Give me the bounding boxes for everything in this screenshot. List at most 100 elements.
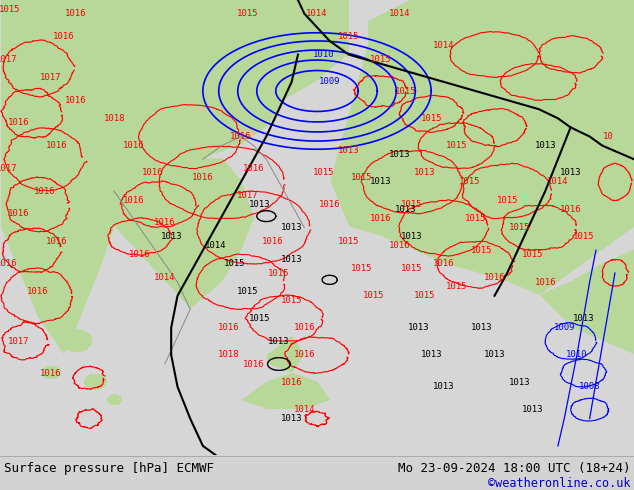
Text: 1015: 1015 bbox=[395, 87, 417, 96]
Text: 1017: 1017 bbox=[40, 73, 61, 82]
Text: 1015: 1015 bbox=[446, 282, 467, 291]
Text: 1017: 1017 bbox=[236, 191, 258, 200]
Text: 1016: 1016 bbox=[560, 205, 581, 214]
Text: 1017: 1017 bbox=[0, 55, 17, 64]
Text: 1013: 1013 bbox=[160, 232, 182, 241]
Text: 1013: 1013 bbox=[471, 323, 493, 332]
Text: 1008: 1008 bbox=[579, 382, 600, 391]
Text: 1017: 1017 bbox=[0, 164, 17, 173]
Text: 1016: 1016 bbox=[8, 209, 30, 219]
Text: 1014: 1014 bbox=[306, 9, 328, 18]
Text: 1009: 1009 bbox=[553, 323, 575, 332]
Text: 1013: 1013 bbox=[268, 337, 290, 346]
Text: 1013: 1013 bbox=[573, 314, 594, 323]
Text: 1013: 1013 bbox=[408, 323, 429, 332]
Text: 1016: 1016 bbox=[230, 132, 252, 141]
Text: 1016: 1016 bbox=[122, 196, 144, 205]
Text: 1013: 1013 bbox=[281, 414, 302, 423]
Text: 1013: 1013 bbox=[281, 223, 302, 232]
Text: 1015: 1015 bbox=[522, 250, 543, 259]
Text: 1016: 1016 bbox=[65, 9, 87, 18]
Text: 1013: 1013 bbox=[338, 146, 359, 155]
Text: 1016: 1016 bbox=[122, 141, 144, 150]
Text: 1014: 1014 bbox=[154, 273, 176, 282]
Text: 1013: 1013 bbox=[484, 350, 505, 359]
Text: 1015: 1015 bbox=[401, 264, 423, 273]
Text: 1015: 1015 bbox=[236, 9, 258, 18]
Text: 1013: 1013 bbox=[370, 177, 391, 187]
Text: 1015: 1015 bbox=[496, 196, 518, 205]
Text: 1015: 1015 bbox=[370, 55, 391, 64]
Text: 1009: 1009 bbox=[319, 77, 340, 86]
Text: 1015: 1015 bbox=[401, 200, 423, 209]
Text: 1013: 1013 bbox=[560, 169, 581, 177]
Text: 1015: 1015 bbox=[281, 296, 302, 305]
Text: 1016: 1016 bbox=[534, 278, 556, 287]
Text: 1015: 1015 bbox=[446, 141, 467, 150]
Text: 1016: 1016 bbox=[192, 173, 214, 182]
Text: 1015: 1015 bbox=[236, 287, 258, 295]
Text: 1016: 1016 bbox=[0, 259, 17, 269]
Text: 1016: 1016 bbox=[46, 141, 68, 150]
Text: 1015: 1015 bbox=[338, 32, 359, 41]
Text: Surface pressure [hPa] ECMWF: Surface pressure [hPa] ECMWF bbox=[4, 462, 214, 475]
Text: 1015: 1015 bbox=[351, 173, 372, 182]
Text: 1016: 1016 bbox=[46, 237, 68, 245]
Text: 1015: 1015 bbox=[224, 259, 245, 269]
Text: 1015: 1015 bbox=[351, 264, 372, 273]
Text: 1016: 1016 bbox=[154, 219, 176, 227]
Text: 1013: 1013 bbox=[420, 350, 442, 359]
Text: 1013: 1013 bbox=[389, 150, 410, 159]
Text: 1015: 1015 bbox=[313, 169, 334, 177]
Text: 1015: 1015 bbox=[249, 314, 271, 323]
Text: 1013: 1013 bbox=[281, 255, 302, 264]
Text: 1014: 1014 bbox=[433, 41, 455, 50]
Text: 1014: 1014 bbox=[389, 9, 410, 18]
Text: 1015: 1015 bbox=[338, 237, 359, 245]
Text: 1015: 1015 bbox=[420, 114, 442, 123]
Text: 10: 10 bbox=[604, 132, 614, 141]
Text: 1016: 1016 bbox=[53, 32, 74, 41]
Text: 1016: 1016 bbox=[243, 360, 264, 368]
Text: 1015: 1015 bbox=[471, 246, 493, 255]
Text: 1013: 1013 bbox=[249, 200, 271, 209]
Text: 1015: 1015 bbox=[509, 223, 531, 232]
Text: 1016: 1016 bbox=[484, 273, 505, 282]
Text: 1017: 1017 bbox=[8, 337, 30, 346]
Text: 1018: 1018 bbox=[103, 114, 125, 123]
Text: 1016: 1016 bbox=[27, 287, 49, 295]
Text: 1014: 1014 bbox=[205, 241, 226, 250]
Text: 1015: 1015 bbox=[363, 291, 385, 300]
Text: 1018: 1018 bbox=[217, 350, 239, 359]
Text: 1016: 1016 bbox=[129, 250, 150, 259]
Text: 1015: 1015 bbox=[0, 4, 20, 14]
Text: 1013: 1013 bbox=[509, 378, 531, 387]
Text: 1016: 1016 bbox=[65, 96, 87, 104]
Text: 1013: 1013 bbox=[522, 405, 543, 414]
Text: 1010: 1010 bbox=[566, 350, 588, 359]
Text: 1015: 1015 bbox=[458, 177, 480, 187]
Text: 1014: 1014 bbox=[294, 405, 315, 414]
Text: 1016: 1016 bbox=[243, 164, 264, 173]
Text: 1016: 1016 bbox=[40, 368, 61, 378]
Text: 1016: 1016 bbox=[370, 214, 391, 223]
Text: 1016: 1016 bbox=[281, 378, 302, 387]
Text: 1013: 1013 bbox=[395, 205, 417, 214]
Text: 1015: 1015 bbox=[414, 291, 436, 300]
Text: 1016: 1016 bbox=[319, 200, 340, 209]
Text: 1013: 1013 bbox=[534, 141, 556, 150]
Text: 1016: 1016 bbox=[433, 259, 455, 269]
Text: 1015: 1015 bbox=[573, 232, 594, 241]
Text: Mo 23-09-2024 18:00 UTC (18+24): Mo 23-09-2024 18:00 UTC (18+24) bbox=[398, 462, 630, 475]
Text: ©weatheronline.co.uk: ©weatheronline.co.uk bbox=[488, 477, 630, 490]
Text: 1016: 1016 bbox=[34, 187, 55, 196]
Text: 1016: 1016 bbox=[217, 323, 239, 332]
Text: 1013: 1013 bbox=[414, 169, 436, 177]
Text: 1016: 1016 bbox=[294, 323, 315, 332]
Text: 1014: 1014 bbox=[547, 177, 569, 187]
Text: 1010: 1010 bbox=[313, 50, 334, 59]
Text: 1016: 1016 bbox=[8, 119, 30, 127]
Text: 1015: 1015 bbox=[465, 214, 486, 223]
Text: 1013: 1013 bbox=[401, 232, 423, 241]
Text: 1016: 1016 bbox=[294, 350, 315, 359]
